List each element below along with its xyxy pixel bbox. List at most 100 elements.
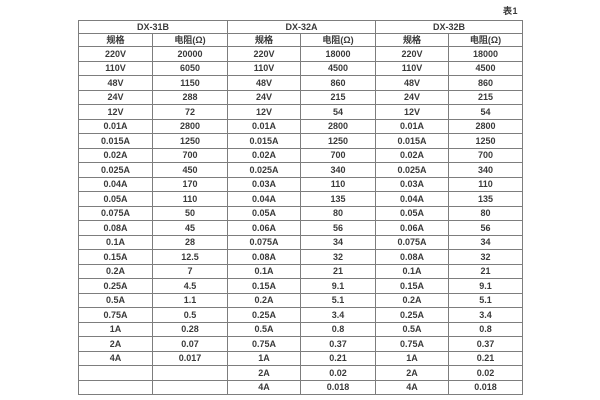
spec-cell: 110V	[375, 60, 450, 76]
resistance-cell: 4500	[448, 60, 524, 76]
resistance-cell: 80	[300, 205, 377, 221]
table-row: 0.1A 28 0.075A 34 0.075A 34	[78, 234, 524, 250]
resistance-column-header: 电阻(Ω)	[300, 33, 377, 47]
spec-cell: 0.08A	[227, 249, 302, 265]
spec-cell: 0.04A	[227, 191, 302, 207]
resistance-cell: 215	[448, 89, 524, 105]
spec-cell: 48V	[375, 75, 450, 91]
table-row: 48V 1150 48V 860 48V 860	[78, 75, 524, 91]
spec-cell: 0.06A	[227, 220, 302, 236]
spec-cell: 0.02A	[227, 147, 302, 163]
resistance-cell: 56	[300, 220, 377, 236]
spec-cell: 0.25A	[78, 278, 153, 294]
resistance-cell: 450	[151, 162, 229, 178]
spec-cell: 220V	[375, 46, 450, 62]
spec-cell: 0.75A	[78, 307, 153, 323]
spec-cell: 0.15A	[78, 249, 153, 265]
column-header-row: 规格 电阻(Ω) 规格 电阻(Ω) 规格 电阻(Ω)	[78, 33, 524, 47]
spec-cell: 0.1A	[375, 263, 450, 279]
resistance-cell: 340	[300, 162, 377, 178]
resistance-cell: 288	[151, 89, 229, 105]
spec-cell: 2A	[227, 365, 302, 381]
table-row: 0.015A 1250 0.015A 1250 0.015A 1250	[78, 133, 524, 149]
spec-cell: 0.75A	[227, 336, 302, 352]
resistance-cell: 110	[151, 191, 229, 207]
spec-cell: 110V	[227, 60, 302, 76]
spec-cell: 220V	[227, 46, 302, 62]
resistance-cell: 3.4	[300, 307, 377, 323]
resistance-cell: 0.21	[300, 350, 377, 366]
resistance-cell: 700	[300, 147, 377, 163]
resistance-cell: 12.5	[151, 249, 229, 265]
group-header-dx32a: DX-32A	[227, 20, 377, 34]
resistance-cell: 0.21	[448, 350, 524, 366]
resistance-cell: 0.017	[151, 350, 229, 366]
spec-cell: 4A	[78, 350, 153, 366]
spec-cell: 0.04A	[375, 191, 450, 207]
spec-cell: 48V	[78, 75, 153, 91]
resistance-cell: 0.8	[448, 321, 524, 337]
resistance-cell: 1250	[151, 133, 229, 149]
resistance-cell: 0.5	[151, 307, 229, 323]
table-row: 0.5A 1.1 0.2A 5.1 0.2A 5.1	[78, 292, 524, 308]
spec-cell: 0.075A	[227, 234, 302, 250]
resistance-cell: 6050	[151, 60, 229, 76]
spec-cell: 0.075A	[78, 205, 153, 221]
resistance-cell: 110	[448, 176, 524, 192]
spec-cell: 110V	[78, 60, 153, 76]
resistance-cell: 18000	[448, 46, 524, 62]
table-row: 0.01A 2800 0.01A 2800 0.01A 2800	[78, 118, 524, 134]
spec-cell: 0.01A	[375, 118, 450, 134]
spec-cell: 4A	[375, 379, 450, 395]
spec-cell: 0.03A	[375, 176, 450, 192]
table-row: 220V 20000 220V 18000 220V 18000	[78, 46, 524, 62]
group-header-dx32b: DX-32B	[375, 20, 524, 34]
table-row: 0.2A 7 0.1A 21 0.1A 21	[78, 263, 524, 279]
spec-cell: 0.1A	[78, 234, 153, 250]
spec-cell: 0.75A	[375, 336, 450, 352]
table-row: 24V 288 24V 215 24V 215	[78, 89, 524, 105]
table-caption: 表1	[503, 6, 519, 16]
spec-cell: 12V	[227, 104, 302, 120]
resistance-cell: 860	[448, 75, 524, 91]
resistance-cell: 50	[151, 205, 229, 221]
spec-cell: 0.015A	[78, 133, 153, 149]
resistance-cell: 32	[448, 249, 524, 265]
spec-cell: 0.06A	[375, 220, 450, 236]
resistance-cell: 56	[448, 220, 524, 236]
spec-cell: 0.015A	[375, 133, 450, 149]
resistance-cell: 0.37	[448, 336, 524, 352]
resistance-cell: 34	[300, 234, 377, 250]
spec-cell: 0.2A	[78, 263, 153, 279]
spec-column-header: 规格	[375, 33, 450, 47]
resistance-cell: 2800	[448, 118, 524, 134]
resistance-cell: 20000	[151, 46, 229, 62]
resistance-cell: 0.018	[300, 379, 377, 395]
table-row: 0.075A 50 0.05A 80 0.05A 80	[78, 205, 524, 221]
resistance-cell	[151, 379, 229, 395]
table-row: 0.25A 4.5 0.15A 9.1 0.15A 9.1	[78, 278, 524, 294]
spec-cell: 0.025A	[227, 162, 302, 178]
spec-cell: 24V	[375, 89, 450, 105]
resistance-cell: 0.018	[448, 379, 524, 395]
resistance-cell: 18000	[300, 46, 377, 62]
spec-column-header: 规格	[78, 33, 153, 47]
spec-cell: 220V	[78, 46, 153, 62]
spec-cell: 0.5A	[78, 292, 153, 308]
spec-cell: 0.2A	[227, 292, 302, 308]
resistance-cell: 135	[448, 191, 524, 207]
resistance-cell	[151, 365, 229, 381]
group-header-row: DX-31B DX-32A DX-32B	[77, 20, 524, 34]
spec-cell: 24V	[78, 89, 153, 105]
resistance-cell: 1.1	[151, 292, 229, 308]
resistance-cell: 110	[300, 176, 377, 192]
spec-cell: 0.5A	[375, 321, 450, 337]
spec-cell: 0.2A	[375, 292, 450, 308]
spec-cell: 0.25A	[227, 307, 302, 323]
spec-cell: 0.01A	[227, 118, 302, 134]
spec-cell: 1A	[78, 321, 153, 337]
resistance-cell: 5.1	[448, 292, 524, 308]
resistance-cell: 2800	[300, 118, 377, 134]
table-row: 110V 6050 110V 4500 110V 4500	[78, 60, 524, 76]
